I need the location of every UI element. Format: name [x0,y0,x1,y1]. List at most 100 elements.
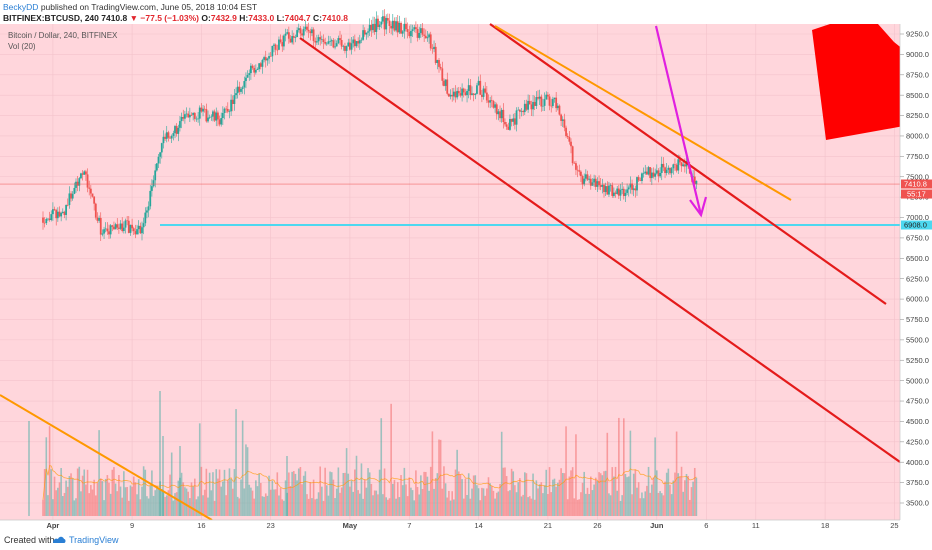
candle-body [609,185,612,186]
candle-body [481,94,483,97]
volume-bar [519,478,521,516]
candle-body [263,57,265,60]
price-chart[interactable]: 3500.0 3750.0 4000.0 4250.0 4500.0 4750.0 5000… [0,0,932,532]
volume-bar [368,472,371,516]
countdown-badge: 55:17 [901,189,932,199]
orange-trendline-upper[interactable] [494,25,792,201]
volume-bar [164,496,166,516]
candle-body [649,167,652,179]
change-text: −77.5 (−1.03%) [140,13,200,23]
price-tick-label: 3500.0 [906,499,929,508]
candle-body [578,170,581,172]
volume-bar [86,469,89,516]
candle-body [551,99,554,107]
heart-shape[interactable] [812,24,904,140]
volume-bar [223,469,226,516]
candle-body [576,169,579,171]
candle-body [584,174,587,179]
volume-bar [659,491,661,516]
volume-bar [682,491,684,516]
candle-body [398,22,401,33]
volume-bar [180,472,183,516]
volume-bar [205,468,208,516]
candle-body [175,126,178,134]
candle-body [190,114,193,116]
time-axis[interactable] [0,520,932,532]
volume-bar [76,468,79,516]
candle-body [594,178,597,187]
candle-body [608,185,610,195]
candle-body [548,96,551,106]
price-axis[interactable] [900,24,932,520]
magenta-arrow[interactable] [654,25,708,218]
volume-bar [316,498,318,516]
candle-body [487,100,490,103]
volume-bar [55,490,57,516]
candle-body [266,58,269,61]
volume-bar [28,421,30,516]
candle-body [504,122,506,125]
volume-bar [375,490,378,516]
volume-bar [370,483,373,516]
candle-body [452,91,455,97]
volume-bar [392,483,394,516]
candle-body [203,108,206,110]
price-tick-label: 4500.0 [906,417,929,426]
candle-body [469,85,472,95]
volume-bar [283,500,285,516]
volume-bar [494,498,496,516]
volume-bar [65,480,67,516]
candle-body [490,100,493,101]
candle-body [672,164,675,169]
volume-bar [651,484,653,516]
volume-bar [104,478,107,516]
volume-bar [210,490,213,516]
candle-body [446,79,449,94]
candle-body [276,49,279,51]
candle-body [73,187,76,194]
author-link[interactable]: BeckyDD [3,2,39,12]
candle-body [565,127,567,136]
volume-bar [344,472,346,516]
tradingview-link[interactable]: TradingView [69,535,119,545]
candle-body [61,211,64,213]
candle-body [484,88,487,93]
candle-body [451,94,454,97]
volume-bar [380,418,383,516]
volume-bar [420,475,422,516]
candle-body [598,181,600,186]
candle-body [91,193,94,197]
arrow-shaft[interactable] [654,25,703,216]
volume-bar [692,481,694,516]
volume-bar [522,494,524,516]
candle-body [375,18,378,33]
volume-bar [500,431,503,516]
orange-trendline-lower[interactable] [0,394,213,521]
volume-bar [458,471,460,516]
candle-body [284,33,287,36]
price-tick-label: 4750.0 [906,397,929,406]
volume-bar [558,479,561,516]
red-trendline-lower[interactable] [299,37,901,463]
candle-body [281,42,284,47]
candle-body [253,67,256,73]
candle-body [474,93,477,95]
candle-body [254,69,257,73]
volume-bar [291,471,293,516]
volume-bar [560,468,562,516]
volume-bar [495,492,498,516]
volume-bar [505,476,508,516]
volume-bar [162,492,165,516]
volume-bar [449,500,452,516]
l-label: L: [276,13,285,23]
candle-body [94,203,97,218]
candle-body [362,30,364,40]
candle-body [141,227,143,234]
volume-bar [568,476,571,516]
candle-body [53,209,56,211]
volume-bar [510,468,513,516]
volume-bar [642,498,645,516]
volume-bar [340,487,343,516]
volume-bar [693,467,696,516]
candle-body [131,224,133,229]
